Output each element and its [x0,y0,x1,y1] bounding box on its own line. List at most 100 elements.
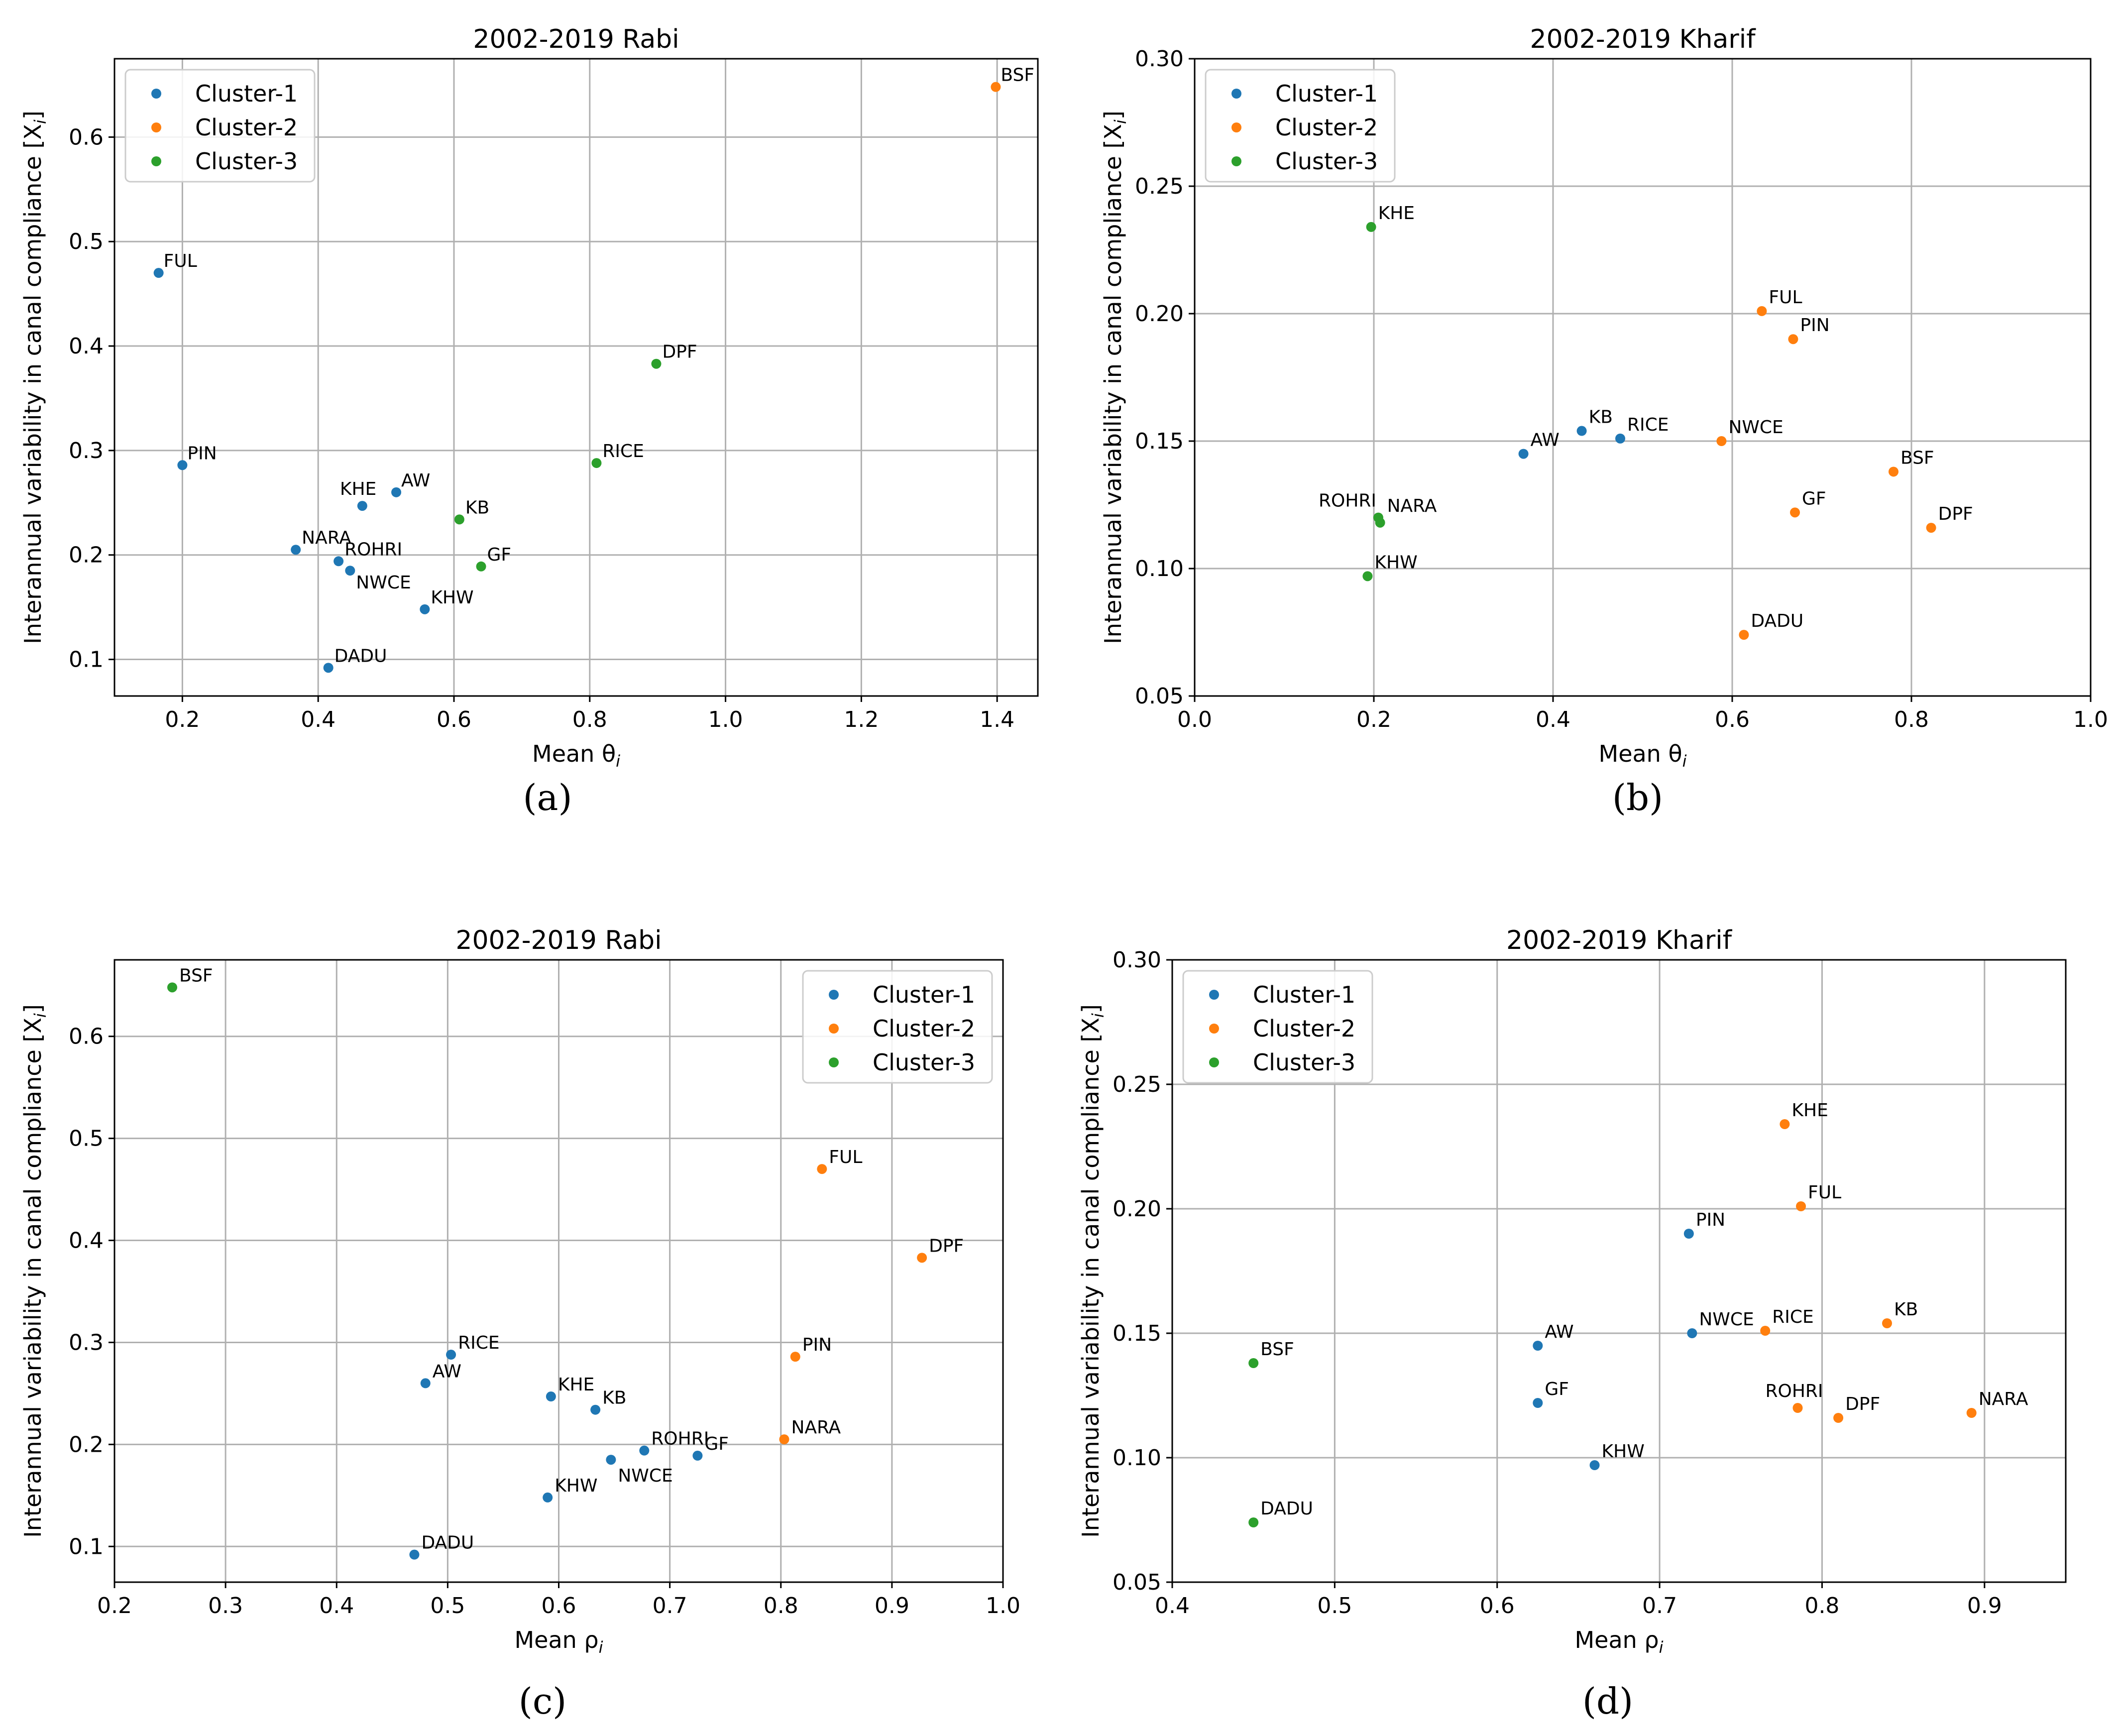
point-dpf [651,358,662,369]
y-tick-label: 0.2 [69,1432,104,1457]
y-tick-label: 0.1 [69,647,104,673]
point-label-khe: KHE [1791,1100,1828,1121]
point-kb [590,1404,601,1415]
x-tick-label: 1.0 [986,1593,1020,1619]
x-axis-label: Mean ρi [514,1626,603,1657]
y-axis-label: Interannual variability in canal complia… [1077,1004,1108,1538]
x-tick-label: 0.5 [430,1593,465,1619]
point-dadu [1739,630,1749,640]
point-rice [1760,1326,1771,1336]
scatter-plot: 0.0 0.2 0.4 0.6 0.8 1.0 0.05 0.10 0.15 0.20 0.25 0.… [1100,24,2108,771]
point-label-bsf: BSF [1260,1339,1294,1360]
y-tick-label: 0.1 [69,1534,104,1559]
legend-label-cluster-3: Cluster-3 [1275,148,1378,175]
legend-box [802,970,993,1084]
point-label-aw: AW [1531,430,1560,451]
point-ful [1796,1201,1806,1211]
point-dpf [917,1253,927,1263]
point-label-dadu: DADU [1260,1499,1313,1519]
legend-label-cluster-1: Cluster-1 [873,981,975,1008]
chart-title: 2002-2019 Kharif [1506,926,1733,955]
panel-c: 0.2 0.3 0.4 0.5 0.6 0.7 0.8 0.9 1.0 0.1 0.2 0.3 0.4 0… [19,926,1020,1657]
y-tick-label: 0.2 [69,543,104,568]
caption-a: (a) [523,777,572,818]
x-tick-label: 1.4 [980,707,1014,732]
point-nara [1375,517,1385,528]
point-khw [1362,571,1373,581]
point-label-nara: NARA [302,528,351,548]
point-label-gf: GF [1545,1379,1569,1399]
point-label-rice: RICE [602,441,644,462]
point-aw [1533,1341,1543,1351]
point-label-khw: KHW [1374,552,1417,573]
x-tick-label: 0.8 [1894,707,1929,732]
point-gf [476,561,486,572]
point-bsf [1889,466,1898,477]
point-khw [420,604,430,614]
x-tick-label: 0.0 [1177,707,1212,732]
caption-d: (d) [1582,1680,1634,1722]
point-label-kb: KB [1894,1299,1918,1320]
legend-label-cluster-2: Cluster-2 [195,114,298,141]
legend-marker-cluster-3 [1231,156,1241,166]
point-dpf [1926,523,1936,533]
y-axis-label: Interannual variability in canal complia… [19,111,50,644]
x-tick-label: 0.8 [1804,1593,1839,1619]
point-rice [591,458,602,468]
point-label-dpf: DPF [1845,1394,1880,1414]
legend-marker-cluster-2 [1231,122,1241,132]
axes-frame [1171,959,2067,1583]
point-nwce [606,1455,616,1465]
point-gf [1790,507,1800,518]
axes-frame [113,959,1004,1583]
x-tick-label: 0.7 [653,1593,687,1619]
x-tick-label: 0.9 [875,1593,909,1619]
legend-marker-cluster-2 [1209,1024,1219,1034]
legend-marker-cluster-3 [829,1057,839,1067]
y-tick-label: 0.30 [1135,46,1184,72]
y-tick-label: 0.25 [1135,174,1184,199]
point-rice [1615,433,1625,444]
y-tick-label: 0.30 [1113,947,1161,973]
point-rice [446,1350,456,1360]
legend-marker-cluster-1 [829,990,839,1000]
y-tick-label: 0.3 [69,438,104,463]
point-label-gf: GF [487,545,512,565]
x-tick-label: 0.3 [208,1593,243,1619]
point-label-aw: AW [1545,1322,1573,1342]
scatter-plot: 0.2 0.4 0.6 0.8 1.0 1.2 1.4 0.1 0.2 0.3 0.4 0.5 0.6 2… [19,24,1039,771]
point-label-nara: NARA [1979,1389,2028,1409]
point-label-dpf: DPF [929,1236,964,1256]
axes-frame [113,58,1039,697]
scatter-plot: 0.4 0.5 0.6 0.7 0.8 0.9 0.05 0.10 0.15 0.20 0.25 0.… [1077,926,2067,1657]
y-tick-label: 0.10 [1113,1445,1161,1471]
caption-c: (c) [518,1680,567,1722]
point-khe [1366,222,1376,232]
legend-label-cluster-1: Cluster-1 [1275,80,1378,107]
legend: Cluster-1 Cluster-2 Cluster-3 [802,970,993,1084]
point-label-ful: FUL [1769,287,1802,308]
x-tick-label: 0.6 [1480,1593,1515,1619]
y-tick-label: 0.5 [69,229,104,254]
x-tick-label: 0.6 [1715,707,1750,732]
y-tick-label: 0.6 [69,1024,104,1049]
point-label-dadu: DADU [335,646,387,666]
point-khw [1589,1460,1600,1470]
x-axis-label: Mean θi [1599,740,1687,771]
point-label-aw: AW [433,1361,461,1382]
point-nwce [1716,436,1727,446]
point-label-ful: FUL [829,1147,862,1167]
x-tick-label: 0.4 [301,707,335,732]
point-label-khw: KHW [1602,1441,1645,1462]
point-label-dpf: DPF [1938,504,1973,524]
point-nara [779,1434,789,1445]
y-tick-label: 0.15 [1135,429,1184,454]
point-nwce [345,566,355,576]
legend-label-cluster-3: Cluster-3 [873,1049,975,1076]
legend-label-cluster-1: Cluster-1 [1253,981,1355,1008]
point-label-khe: KHE [1378,203,1415,224]
point-label-dadu: DADU [1751,611,1803,631]
point-ful [153,268,164,278]
legend-label-cluster-2: Cluster-2 [1253,1015,1355,1042]
x-tick-label: 0.4 [319,1593,354,1619]
